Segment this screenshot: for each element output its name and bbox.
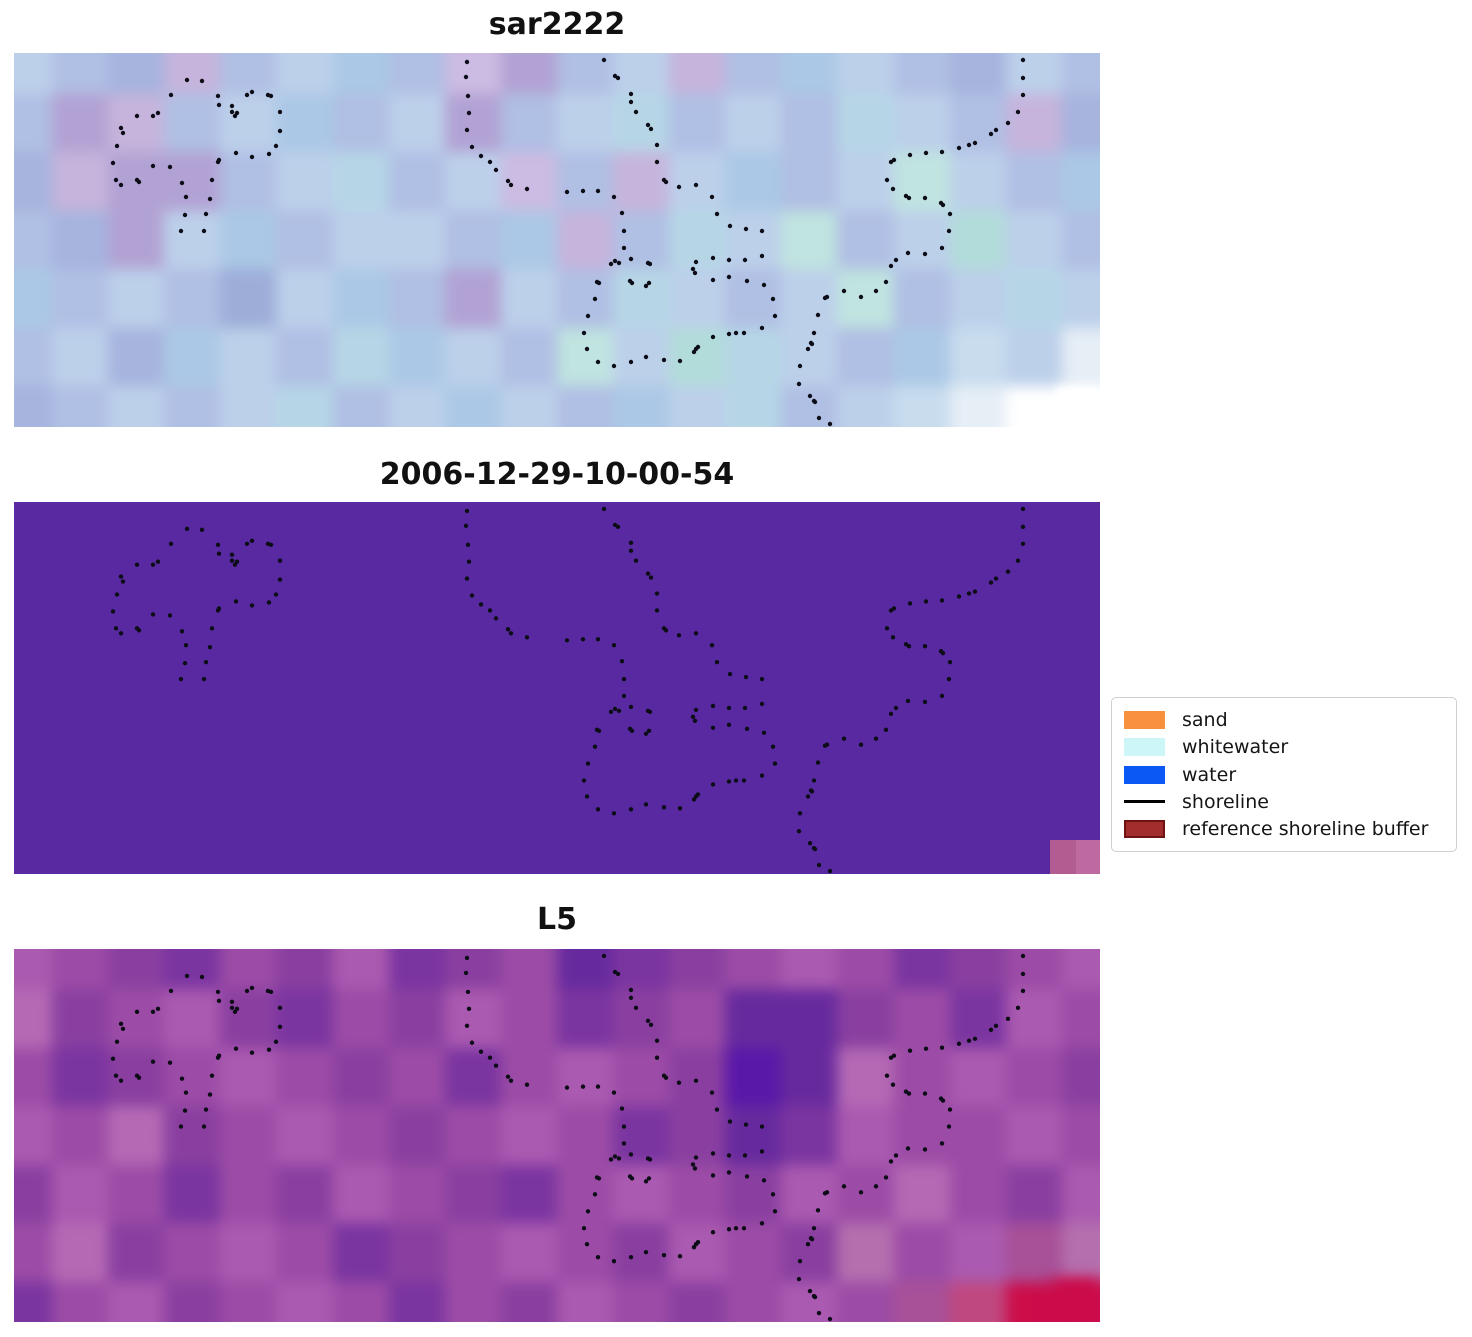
- raster-mosaic: [14, 502, 1100, 874]
- legend-swatch-whitewater: [1124, 738, 1165, 757]
- shoreline-dots-overlay: [110, 506, 1026, 874]
- legend-label: water: [1182, 763, 1237, 786]
- image-panel-sar2222: [14, 53, 1100, 427]
- legend-row: whitewater: [1124, 734, 1444, 760]
- panel-title-l5: L5: [537, 902, 577, 937]
- legend-row: reference shoreline buffer: [1124, 816, 1444, 842]
- raster-mosaic: [14, 949, 1100, 1322]
- raster-mosaic: [14, 53, 1100, 427]
- legend-label: reference shoreline buffer: [1182, 818, 1429, 840]
- image-panel-classified: [14, 502, 1100, 874]
- legend-swatch-sand: [1124, 711, 1165, 729]
- legend-swatch-water: [1124, 765, 1165, 784]
- raster-patch: [1056, 387, 1100, 427]
- shoreline-dots-overlay: [110, 953, 1026, 1322]
- legend: sand whitewater water shoreline reference sh…: [1111, 697, 1457, 852]
- legend-row: sand: [1124, 707, 1444, 733]
- legend-label: shoreline: [1182, 790, 1269, 813]
- legend-swatch-reference-shoreline-buffer: [1124, 820, 1165, 838]
- legend-row: water: [1124, 762, 1444, 788]
- legend-label: sand: [1182, 709, 1228, 731]
- legend-label: whitewater: [1182, 736, 1289, 759]
- shoreline-dots-overlay: [110, 57, 1026, 427]
- legend-row: shoreline: [1124, 789, 1444, 815]
- image-panel-l5: [14, 949, 1100, 1322]
- panel-title-sar2222: sar2222: [488, 7, 626, 42]
- raster-patch: [1050, 840, 1076, 874]
- raster-patch: [1076, 840, 1100, 874]
- raster-patch: [1054, 1279, 1100, 1322]
- panel-title-date: 2006-12-29-10-00-54: [379, 457, 735, 492]
- legend-swatch-shoreline: [1124, 800, 1165, 804]
